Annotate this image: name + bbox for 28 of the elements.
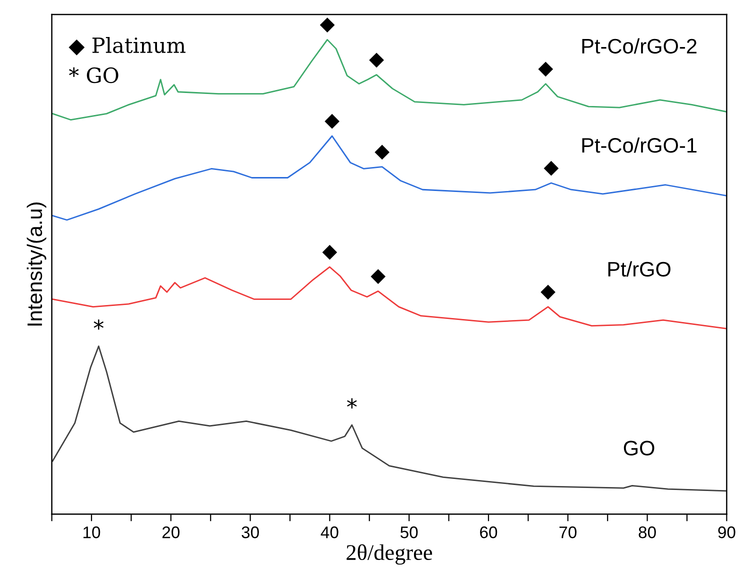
series-label: GO — [624, 440, 654, 456]
series-label: Pt-Co/rGO-1 — [582, 137, 696, 153]
x-tick-label: 80 — [638, 526, 656, 538]
y-axis-title: Intensity/(a.u) — [26, 202, 46, 326]
x-tick-label: 20 — [162, 526, 180, 538]
annotation: * — [347, 398, 357, 408]
annotation: ◆ — [322, 244, 338, 260]
x-tick-label: 70 — [559, 526, 577, 538]
x-tick-label: 10 — [84, 526, 100, 538]
annotation: ◆ — [544, 160, 559, 176]
annotation: ◆ — [538, 62, 554, 77]
text: Pt/rGO — [608, 261, 670, 277]
annotation: ◆ — [370, 269, 386, 284]
x-tick-label: 50 — [400, 526, 418, 538]
annotation: * — [94, 320, 104, 330]
annotation: * GO — [69, 67, 118, 84]
annotation: ◆ — [369, 52, 384, 68]
x-tick-label: 30 — [242, 526, 259, 538]
x-tick-label: 60 — [480, 526, 498, 538]
annotation: ◆ — [324, 114, 340, 129]
annotation: ◆ — [320, 18, 335, 32]
text: Pt-Co/rGO-2 — [582, 38, 696, 54]
annotation: ◆ — [540, 284, 556, 300]
annotation: ◆ Platinum — [68, 37, 186, 56]
x-tick-label: 40 — [320, 526, 338, 538]
annotation: ◆ — [374, 144, 390, 160]
x-axis-title: 2θ/degree — [346, 544, 432, 565]
x-tick-label: 90 — [718, 526, 736, 538]
